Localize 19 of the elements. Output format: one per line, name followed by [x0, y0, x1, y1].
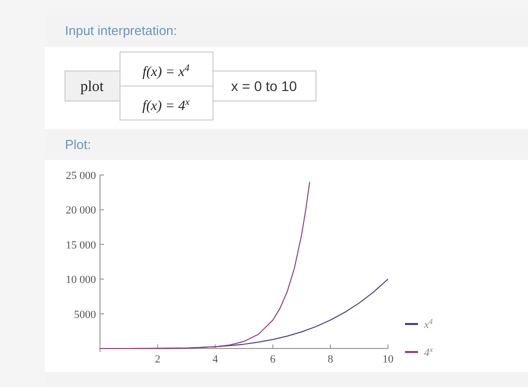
y-tick-label: 25 000	[66, 170, 96, 182]
y-tick-label: 5000	[74, 308, 96, 321]
legend-label: 4$^{x}$	[424, 344, 434, 359]
text: Input interpretation:	[65, 23, 178, 38]
x-tick-label: 10	[382, 354, 394, 366]
y-tick-label: 20 000	[66, 204, 96, 217]
y-tick-label: 15 000	[66, 239, 96, 252]
x-tick-label: 8	[328, 354, 334, 366]
x-tick-label: 2	[154, 354, 160, 366]
text: x = 0 to 10	[231, 78, 298, 94]
y-tick-label: 10 000	[66, 274, 96, 286]
text: f(x) = x$^{4}$	[142, 62, 190, 80]
x-tick-label: 4	[212, 354, 218, 366]
legend-label: x$^{4}$	[423, 316, 433, 331]
chart-title: Plot:	[65, 137, 92, 152]
x-tick-label: 6	[270, 354, 276, 366]
text: plot	[80, 79, 104, 95]
text: f(x) = 4$^{x}$	[142, 96, 190, 114]
line-series	[100, 181, 310, 350]
